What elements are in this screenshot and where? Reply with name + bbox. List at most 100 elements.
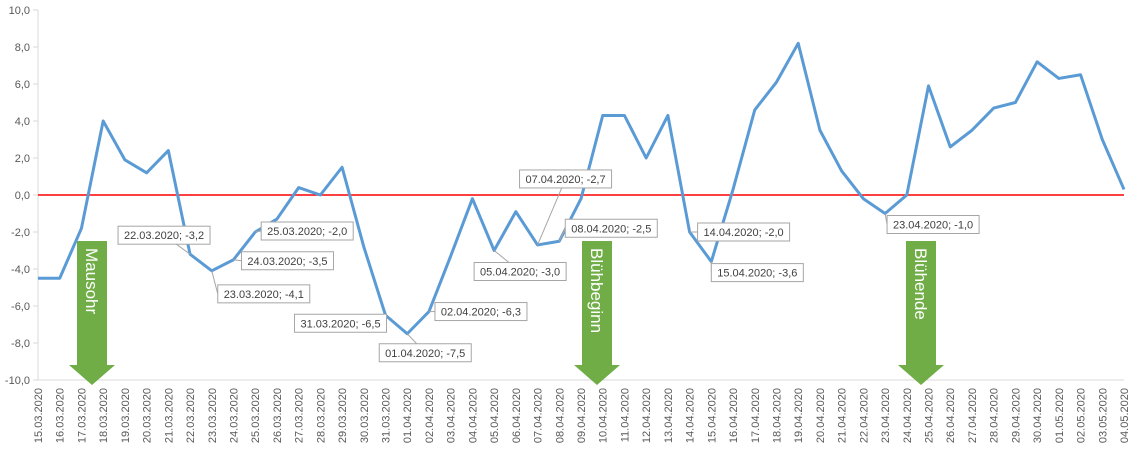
x-tick-label: 30.04.2020 xyxy=(1032,388,1044,443)
x-tick-label: 01.04.2020 xyxy=(402,388,414,443)
x-tick-label: 09.04.2020 xyxy=(576,388,588,443)
x-tick-label: 15.04.2020 xyxy=(706,388,718,443)
annotation: Blühende xyxy=(911,248,930,320)
x-tick-label: 16.03.2020 xyxy=(55,388,67,443)
data-label: 05.04.2020; -3,0 xyxy=(480,267,560,279)
x-tick-label: 19.03.2020 xyxy=(120,388,132,443)
x-tick-label: 21.03.2020 xyxy=(163,388,175,443)
x-tick-label: 29.04.2020 xyxy=(1010,388,1022,443)
x-tick-label: 21.04.2020 xyxy=(837,388,849,443)
label-box xyxy=(217,284,311,304)
x-tick-label: 27.03.2020 xyxy=(294,388,306,443)
label-box xyxy=(260,221,354,241)
x-tick-label: 08.04.2020 xyxy=(554,388,566,443)
x-tick-label: 26.04.2020 xyxy=(945,388,957,443)
y-tick-label: -2,0 xyxy=(11,227,30,239)
y-tick-label: 6,0 xyxy=(15,79,30,91)
x-tick-label: 30.03.2020 xyxy=(359,388,371,443)
label-box xyxy=(697,222,791,242)
label-box xyxy=(564,218,658,238)
leader-line xyxy=(255,230,262,233)
arrow xyxy=(574,241,620,385)
x-tick-label: 17.04.2020 xyxy=(750,388,762,443)
x-tick-label: 29.03.2020 xyxy=(337,388,349,443)
data-label: 14.04.2020; -2,0 xyxy=(704,227,784,239)
label-box xyxy=(710,263,804,283)
x-tick-label: 06.04.2020 xyxy=(511,388,523,443)
x-tick-label: 16.04.2020 xyxy=(728,388,740,443)
x-tick-label: 18.03.2020 xyxy=(98,388,110,443)
label-box xyxy=(378,343,472,363)
x-tick-label: 22.03.2020 xyxy=(185,388,197,443)
x-tick-label: 23.03.2020 xyxy=(207,388,219,443)
y-tick-label: 8,0 xyxy=(15,42,30,54)
arrow xyxy=(69,241,115,385)
annotation: Mausohr xyxy=(82,248,101,314)
label-box xyxy=(434,302,528,322)
x-tick-label: 02.04.2020 xyxy=(424,388,436,443)
x-tick-label: 04.05.2020 xyxy=(1119,388,1131,443)
y-tick-label: 0,0 xyxy=(15,190,30,202)
x-tick-label: 24.03.2020 xyxy=(228,388,240,443)
x-tick-label: 24.04.2020 xyxy=(902,388,914,443)
annotation: Blühbeginn xyxy=(587,248,606,333)
x-tick-label: 31.03.2020 xyxy=(381,388,393,443)
arrow xyxy=(898,241,944,385)
data-label: 23.03.2020; -4,1 xyxy=(224,289,304,301)
y-tick-label: -6,0 xyxy=(11,301,30,313)
x-tick-label: 20.04.2020 xyxy=(815,388,827,443)
x-tick-label: 07.04.2020 xyxy=(533,388,545,443)
label-box xyxy=(240,251,334,271)
y-tick-label: -4,0 xyxy=(11,264,30,276)
data-label: 01.04.2020; -7,5 xyxy=(385,348,465,360)
y-tick-label: 2,0 xyxy=(15,153,30,165)
x-tick-label: 28.04.2020 xyxy=(989,388,1001,443)
label-box xyxy=(473,262,567,281)
x-tick-label: 25.04.2020 xyxy=(924,388,936,443)
x-tick-label: 25.03.2020 xyxy=(250,388,262,443)
x-tick-label: 27.04.2020 xyxy=(967,388,979,443)
leader-line xyxy=(537,178,567,246)
x-tick-label: 22.04.2020 xyxy=(858,388,870,443)
label-box xyxy=(519,169,613,189)
x-tick-label: 26.03.2020 xyxy=(272,388,284,443)
x-tick-label: 15.03.2020 xyxy=(33,388,45,443)
data-label: 02.04.2020; -6,3 xyxy=(441,307,521,319)
x-tick-label: 05.04.2020 xyxy=(489,388,501,443)
data-label: 23.04.2020; -1,0 xyxy=(893,220,973,232)
x-tick-label: 10.04.2020 xyxy=(598,388,610,443)
x-tick-label: 23.04.2020 xyxy=(880,388,892,443)
x-tick-label: 01.05.2020 xyxy=(1054,388,1066,443)
leader-line xyxy=(233,259,242,262)
y-tick-label: -10,0 xyxy=(5,375,30,387)
data-label: 25.03.2020; -2,0 xyxy=(267,226,347,238)
x-tick-label: 28.03.2020 xyxy=(315,388,327,443)
x-tick-label: 03.05.2020 xyxy=(1097,388,1109,443)
x-tick-label: 04.04.2020 xyxy=(467,388,479,443)
x-tick-label: 03.04.2020 xyxy=(446,388,458,443)
x-tick-label: 14.04.2020 xyxy=(685,388,697,443)
x-tick-label: 17.03.2020 xyxy=(76,388,88,443)
leader-line xyxy=(558,228,566,242)
x-tick-label: 13.04.2020 xyxy=(663,388,675,443)
leader-line xyxy=(211,270,219,294)
x-tick-label: 20.03.2020 xyxy=(142,388,154,443)
data-label: 08.04.2020; -2,5 xyxy=(571,223,651,235)
label-box xyxy=(117,225,211,245)
label-box xyxy=(294,313,388,333)
x-tick-label: 11.04.2020 xyxy=(619,388,631,442)
y-tick-label: -8,0 xyxy=(11,338,30,350)
data-label: 24.03.2020; -3,5 xyxy=(247,256,327,268)
x-tick-label: 19.04.2020 xyxy=(793,388,805,443)
x-tick-label: 12.04.2020 xyxy=(641,388,653,443)
data-line xyxy=(38,41,1126,336)
data-label: 07.04.2020; -2,7 xyxy=(525,174,605,186)
y-tick-label: 4,0 xyxy=(15,116,30,128)
data-label: 31.03.2020; -6,5 xyxy=(300,318,380,330)
label-box xyxy=(886,215,980,234)
data-label: 22.03.2020; -3,2 xyxy=(124,230,204,242)
x-tick-label: 18.04.2020 xyxy=(771,388,783,443)
data-label: 15.04.2020; -3,6 xyxy=(717,268,797,280)
x-tick-label: 02.05.2020 xyxy=(1076,388,1088,443)
